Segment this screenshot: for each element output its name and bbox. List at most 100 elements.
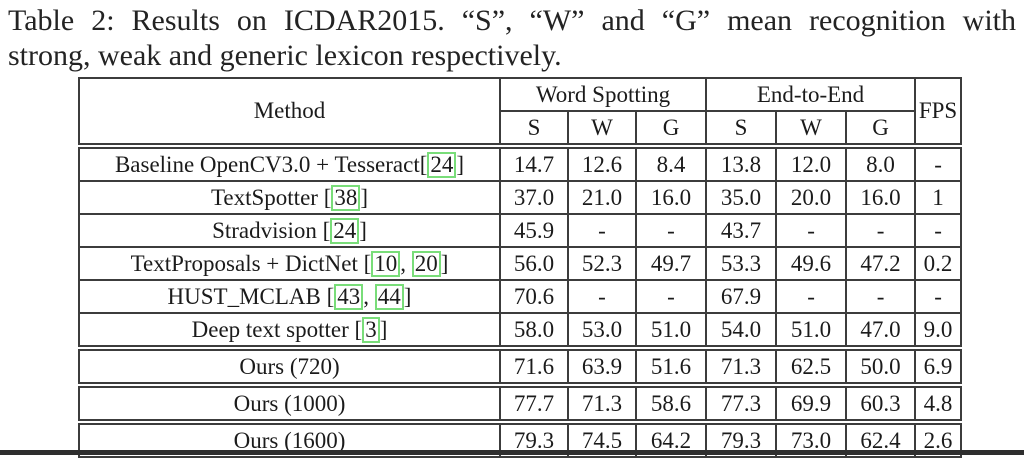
table-cell: 62.5: [775, 345, 848, 386]
table-row: Deep text spotter [3] 58.0 53.0 51.0 54.…: [78, 312, 963, 349]
citation-link[interactable]: 10: [371, 250, 401, 277]
results-table: Method Word Spotting End-to-End FPS S W …: [78, 77, 963, 458]
table-cell: 51.0: [634, 312, 708, 349]
subheader-ws-w: W: [567, 110, 637, 147]
method-label: Ours (720): [239, 353, 340, 379]
caption-line-1: Table 2: Results on ICDAR2015. “S”, “W” …: [8, 4, 1016, 37]
table-cell: 12.6: [567, 143, 637, 182]
table-cell: -: [567, 279, 637, 314]
header-row-groups: Method Word Spotting End-to-End FPS: [78, 77, 963, 147]
header-row-sub: S W G S W G: [79, 110, 961, 147]
citation-link[interactable]: 38: [331, 184, 361, 211]
subheader-e2e-s: S: [705, 110, 778, 147]
table-cell: 47.0: [845, 312, 917, 349]
table-cell: 0.2: [914, 246, 963, 281]
method-label: HUST_MCLAB: [167, 283, 327, 309]
table-cell: 37.0: [499, 180, 569, 215]
subheader-ws-g: G: [634, 110, 708, 147]
table-cell: -: [634, 213, 708, 248]
table-cell: 8.4: [634, 143, 708, 182]
citation-separator: ,: [363, 283, 375, 309]
table-cell: -: [775, 279, 848, 314]
bracket: [: [354, 316, 363, 342]
method-cell: Deep text spotter [3]: [78, 312, 501, 349]
bracket: ]: [379, 316, 388, 342]
citation-link[interactable]: 3: [362, 316, 380, 343]
table-cell: 1: [914, 180, 963, 215]
citation-separator: ,: [400, 250, 412, 276]
table-cell: 52.3: [567, 246, 637, 281]
method-label: Ours (1600): [233, 427, 346, 453]
method-cell: TextProposals + DictNet [10, 20]: [78, 246, 501, 281]
table-cell: 20.0: [775, 180, 848, 215]
table-cell: 21.0: [567, 180, 637, 215]
table-cell: 56.0: [499, 246, 569, 281]
method-cell: Ours (720): [78, 345, 501, 386]
table-cell: 53.0: [567, 312, 637, 349]
table-cell: 49.6: [775, 246, 848, 281]
table-cell: -: [775, 213, 848, 248]
table-cell: 51.6: [634, 345, 708, 386]
table-row: TextSpotter [38] 37.0 21.0 16.0 35.0 20.…: [78, 180, 963, 215]
table-cell: 9.0: [914, 312, 963, 349]
table-cell: 13.8: [705, 143, 778, 182]
table-row: Ours (720) 71.6 63.9 51.6 71.3 62.5 50.0…: [78, 345, 963, 386]
method-cell: TextSpotter [38]: [78, 180, 501, 215]
table-cell: 77.3: [705, 382, 778, 423]
table-cell: 70.6: [499, 279, 569, 314]
table-cell: 79.3: [705, 419, 778, 458]
table-row: Ours (1000) 77.7 71.3 58.6 77.3 69.9 60.…: [78, 382, 963, 423]
table-cell: 50.0: [845, 345, 917, 386]
table-row: TextProposals + DictNet [10, 20] 56.0 52…: [78, 246, 963, 281]
table-cell: 77.7: [499, 382, 569, 423]
method-label: Deep text spotter: [191, 316, 355, 342]
citation-link[interactable]: 44: [374, 283, 404, 310]
table-cell: 58.6: [634, 382, 708, 423]
table-cell: 47.2: [845, 246, 917, 281]
table-cell: 43.7: [705, 213, 778, 248]
table-cell: 16.0: [845, 180, 917, 215]
header-method: Method: [78, 77, 501, 147]
method-label: Ours (1000): [233, 390, 346, 416]
bracket: ]: [456, 151, 465, 177]
table-cell: 63.9: [567, 345, 637, 386]
table-cell: 69.9: [775, 382, 848, 423]
bracket: [: [326, 283, 335, 309]
method-label: TextSpotter: [210, 184, 324, 210]
table-cell: 58.0: [499, 312, 569, 349]
method-label: Stradvision: [212, 217, 323, 243]
table-cell: 35.0: [705, 180, 778, 215]
table-cell: 53.3: [705, 246, 778, 281]
table-cell: -: [845, 213, 917, 248]
table-cell: -: [914, 279, 963, 314]
bracket: ]: [359, 217, 367, 243]
method-cell: Ours (1000): [78, 382, 501, 423]
table-cell: 67.9: [705, 279, 778, 314]
bracket: [: [323, 184, 332, 210]
table-row: Baseline OpenCV3.0 + Tesseract[24] 14.7 …: [78, 143, 963, 182]
table-cell: 45.9: [499, 213, 569, 248]
method-label: TextProposals + DictNet: [130, 250, 364, 276]
subheader-ws-s: S: [499, 110, 569, 147]
method-cell: Baseline OpenCV3.0 + Tesseract[24]: [78, 143, 501, 182]
table-cell: -: [567, 213, 637, 248]
method-cell: Stradvision [24]: [78, 213, 501, 248]
citation-link[interactable]: 24: [427, 152, 457, 178]
table-cell: 60.3: [845, 382, 917, 423]
table-row: HUST_MCLAB [43, 44] 70.6 - - 67.9 - - -: [78, 279, 963, 314]
citation-link[interactable]: 24: [330, 217, 360, 244]
table-cell: 12.0: [775, 143, 848, 182]
table-cell: 8.0: [845, 143, 917, 182]
table-cell: 16.0: [634, 180, 708, 215]
citation-link[interactable]: 20: [411, 250, 441, 277]
citation-link[interactable]: 43: [334, 283, 364, 310]
method-cell: HUST_MCLAB [43, 44]: [78, 279, 501, 314]
subheader-e2e-w: W: [775, 110, 848, 147]
table-cell: -: [845, 279, 917, 314]
method-label: Baseline OpenCV3.0 + Tesseract: [114, 151, 420, 177]
bracket: ]: [403, 283, 412, 309]
table-cell: 54.0: [705, 312, 778, 349]
subheader-e2e-g: G: [845, 110, 917, 147]
header-end-to-end: End-to-End: [705, 77, 917, 112]
